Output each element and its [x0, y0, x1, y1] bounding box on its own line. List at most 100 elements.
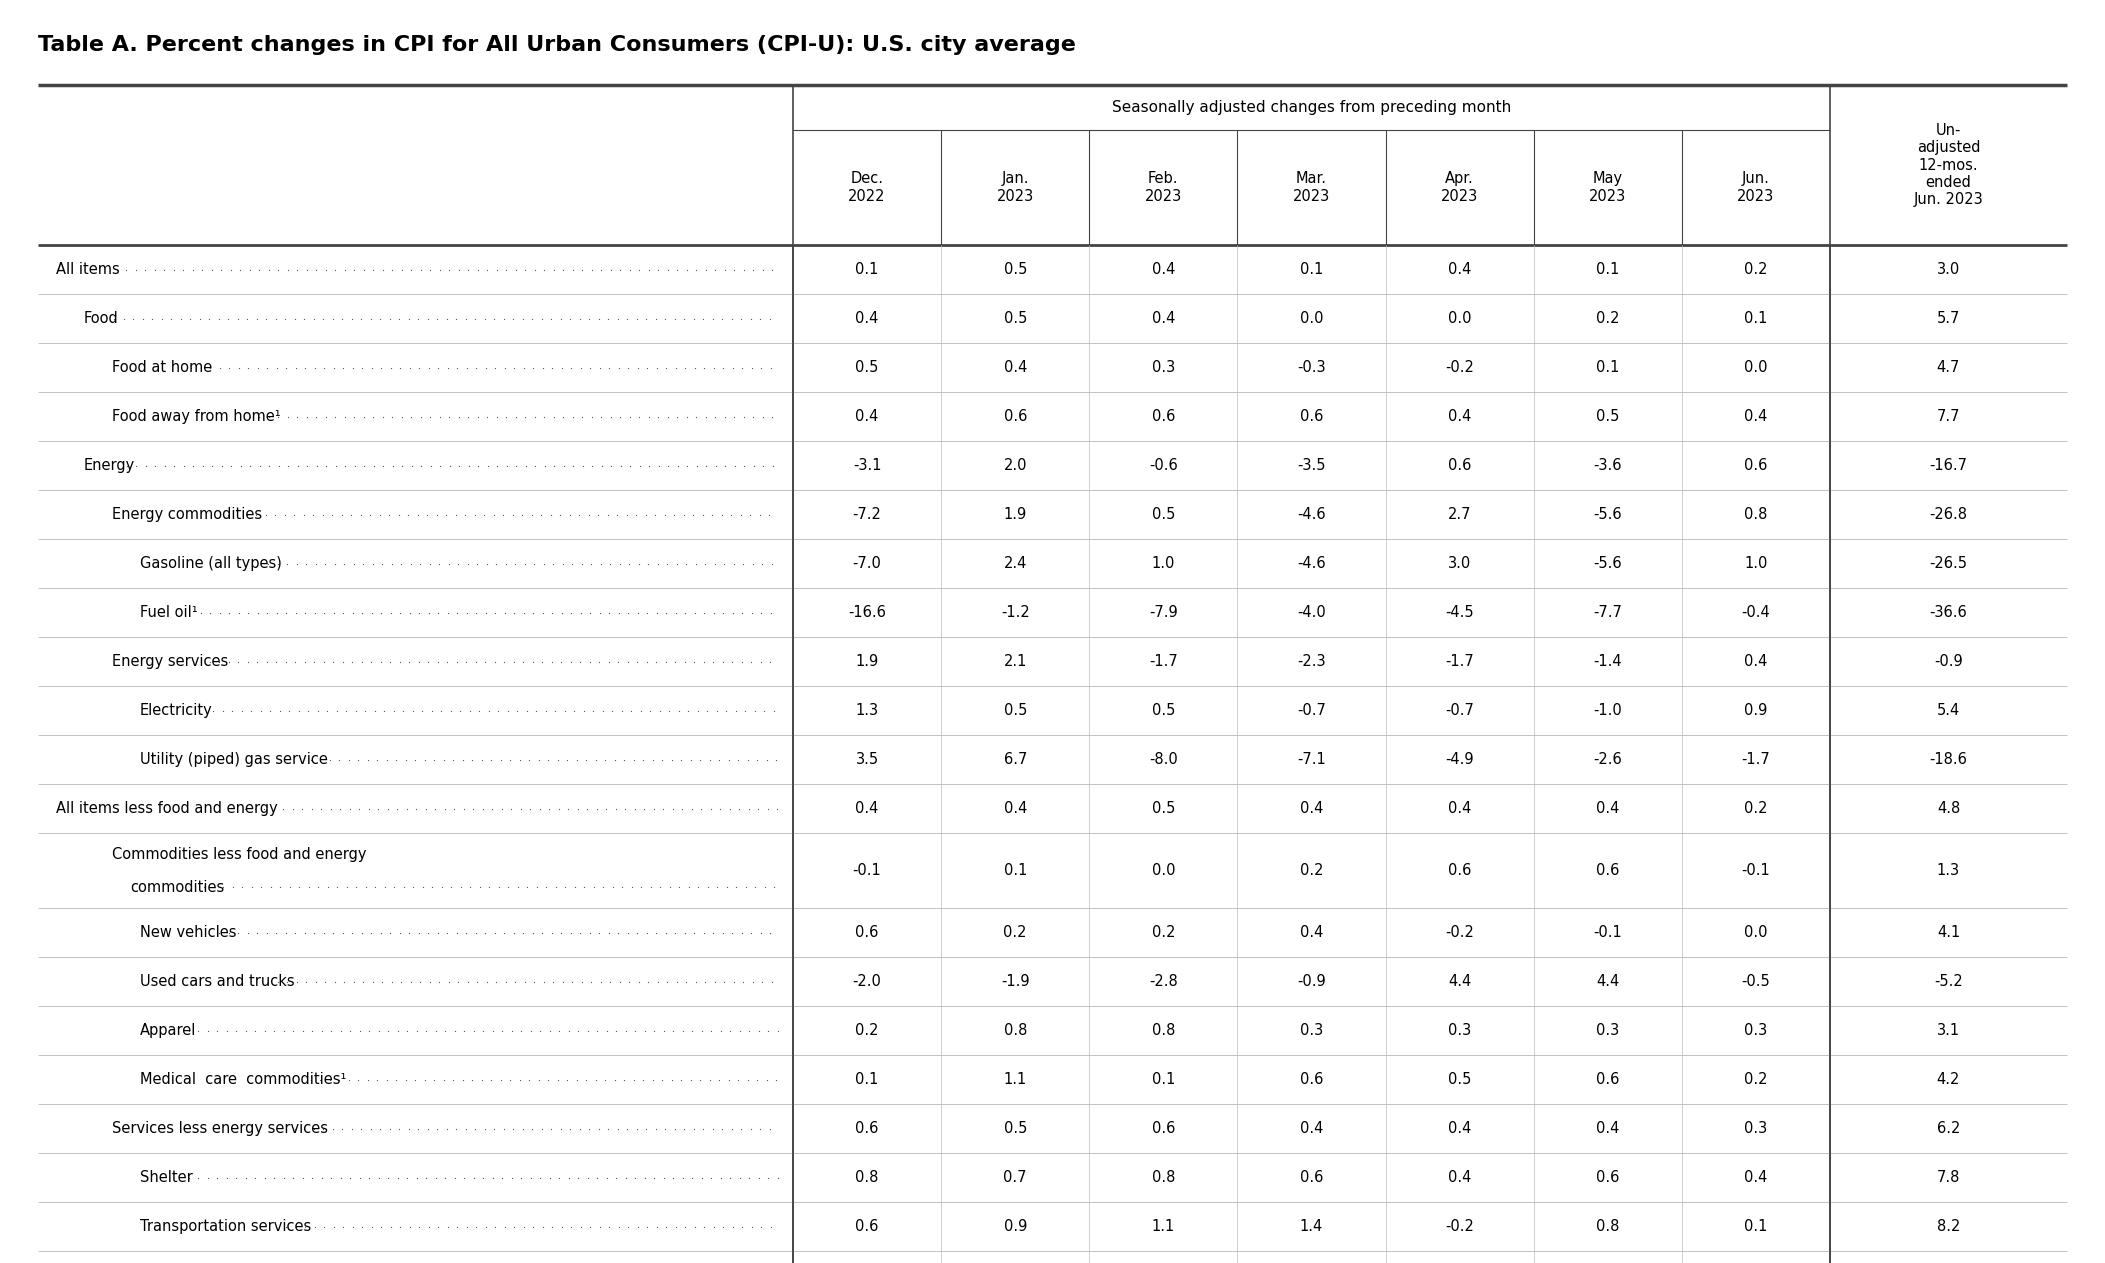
Text: -0.1: -0.1 [853, 863, 882, 878]
Text: 0.6: 0.6 [855, 1219, 878, 1234]
Text: 0.8: 0.8 [1596, 1219, 1619, 1234]
Text: 0.6: 0.6 [1299, 1072, 1324, 1087]
Text: 4.1: 4.1 [1937, 925, 1960, 940]
Text: 0.2: 0.2 [1151, 925, 1175, 940]
Text: 0.5: 0.5 [1151, 703, 1175, 717]
Text: Food: Food [84, 311, 118, 326]
Text: 0.2: 0.2 [1299, 863, 1324, 878]
Text: -0.2: -0.2 [1446, 925, 1474, 940]
Text: -4.9: -4.9 [1446, 751, 1474, 767]
Text: 0.6: 0.6 [1596, 1072, 1619, 1087]
Text: -26.5: -26.5 [1930, 556, 1968, 571]
Text: 0.2: 0.2 [855, 1023, 878, 1038]
Text: Apparel: Apparel [141, 1023, 196, 1038]
Text: 1.0: 1.0 [1151, 556, 1175, 571]
Text: -4.0: -4.0 [1297, 605, 1326, 620]
Text: 0.2: 0.2 [1596, 311, 1619, 326]
Text: -0.9: -0.9 [1934, 654, 1962, 669]
Text: 0.8: 0.8 [1151, 1170, 1175, 1185]
Text: -26.8: -26.8 [1930, 506, 1968, 522]
Text: 0.8: 0.8 [1151, 1023, 1175, 1038]
Text: 0.4: 0.4 [855, 801, 878, 816]
Text: 2.4: 2.4 [1004, 556, 1027, 571]
Text: -7.7: -7.7 [1593, 605, 1623, 620]
Text: 0.7: 0.7 [1004, 1170, 1027, 1185]
Text: 4.2: 4.2 [1937, 1072, 1960, 1087]
Text: -4.6: -4.6 [1297, 556, 1326, 571]
Text: -4.5: -4.5 [1446, 605, 1474, 620]
Text: 4.4: 4.4 [1596, 974, 1619, 989]
Text: 0.2: 0.2 [1745, 261, 1768, 277]
Text: -1.7: -1.7 [1149, 654, 1177, 669]
Text: -0.2: -0.2 [1446, 1219, 1474, 1234]
Text: 1.0: 1.0 [1745, 556, 1768, 571]
Text: 6.7: 6.7 [1004, 751, 1027, 767]
Text: New vehicles: New vehicles [141, 925, 236, 940]
Text: -1.4: -1.4 [1593, 654, 1623, 669]
Text: 0.4: 0.4 [1448, 1122, 1471, 1135]
Text: -4.6: -4.6 [1297, 506, 1326, 522]
Text: -3.1: -3.1 [853, 458, 882, 474]
Text: -7.9: -7.9 [1149, 605, 1177, 620]
Text: 2.0: 2.0 [1004, 458, 1027, 474]
Text: Table A. Percent changes in CPI for All Urban Consumers (CPI-U): U.S. city avera: Table A. Percent changes in CPI for All … [38, 35, 1076, 56]
Text: 1.1: 1.1 [1151, 1219, 1175, 1234]
Text: -1.2: -1.2 [1000, 605, 1029, 620]
Text: 0.1: 0.1 [1596, 261, 1619, 277]
Text: -0.6: -0.6 [1149, 458, 1177, 474]
Text: 1.9: 1.9 [855, 654, 878, 669]
Text: Energy: Energy [84, 458, 135, 474]
Text: 3.5: 3.5 [855, 751, 878, 767]
Text: 3.0: 3.0 [1448, 556, 1471, 571]
Text: Mar.
2023: Mar. 2023 [1292, 172, 1330, 203]
Text: 0.4: 0.4 [1299, 801, 1324, 816]
Text: -0.3: -0.3 [1297, 360, 1326, 375]
Text: 0.4: 0.4 [1745, 654, 1768, 669]
Text: 7.7: 7.7 [1937, 409, 1960, 424]
Text: 0.3: 0.3 [1745, 1122, 1768, 1135]
Text: -36.6: -36.6 [1930, 605, 1968, 620]
Text: Energy commodities: Energy commodities [112, 506, 263, 522]
Text: 0.4: 0.4 [1151, 261, 1175, 277]
Text: 0.4: 0.4 [1299, 925, 1324, 940]
Text: 1.9: 1.9 [1004, 506, 1027, 522]
Text: -0.4: -0.4 [1741, 605, 1770, 620]
Text: Feb.
2023: Feb. 2023 [1145, 172, 1183, 203]
Text: -1.0: -1.0 [1593, 703, 1623, 717]
Text: 0.6: 0.6 [1299, 1170, 1324, 1185]
Text: 0.4: 0.4 [1004, 360, 1027, 375]
Text: Shelter: Shelter [141, 1170, 194, 1185]
Text: 7.8: 7.8 [1937, 1170, 1960, 1185]
Text: 0.6: 0.6 [855, 1122, 878, 1135]
Text: 0.4: 0.4 [1596, 801, 1619, 816]
Text: 0.6: 0.6 [1004, 409, 1027, 424]
Text: -1.7: -1.7 [1741, 751, 1770, 767]
Text: -0.1: -0.1 [1593, 925, 1623, 940]
Text: 0.4: 0.4 [1448, 409, 1471, 424]
Text: -0.9: -0.9 [1297, 974, 1326, 989]
Text: 0.8: 0.8 [855, 1170, 878, 1185]
Text: 6.2: 6.2 [1937, 1122, 1960, 1135]
Text: 0.6: 0.6 [1151, 409, 1175, 424]
Text: 0.6: 0.6 [855, 925, 878, 940]
Text: -0.5: -0.5 [1741, 974, 1770, 989]
Text: 0.3: 0.3 [1151, 360, 1175, 375]
Text: commodities: commodities [131, 879, 225, 894]
Text: 2.1: 2.1 [1004, 654, 1027, 669]
Text: Energy services: Energy services [112, 654, 227, 669]
Text: 0.4: 0.4 [1448, 1170, 1471, 1185]
Text: 0.1: 0.1 [1004, 863, 1027, 878]
Text: 0.1: 0.1 [1299, 261, 1324, 277]
Text: 4.7: 4.7 [1937, 360, 1960, 375]
Text: 0.1: 0.1 [855, 1072, 878, 1087]
Text: 0.5: 0.5 [1004, 261, 1027, 277]
Text: 0.2: 0.2 [1745, 801, 1768, 816]
Text: -8.0: -8.0 [1149, 751, 1177, 767]
Text: 0.5: 0.5 [1004, 311, 1027, 326]
Text: 0.6: 0.6 [1596, 1170, 1619, 1185]
Text: 0.5: 0.5 [1004, 1122, 1027, 1135]
Text: Food away from home¹: Food away from home¹ [112, 409, 280, 424]
Text: -16.6: -16.6 [848, 605, 886, 620]
Text: -7.1: -7.1 [1297, 751, 1326, 767]
Text: -2.6: -2.6 [1593, 751, 1623, 767]
